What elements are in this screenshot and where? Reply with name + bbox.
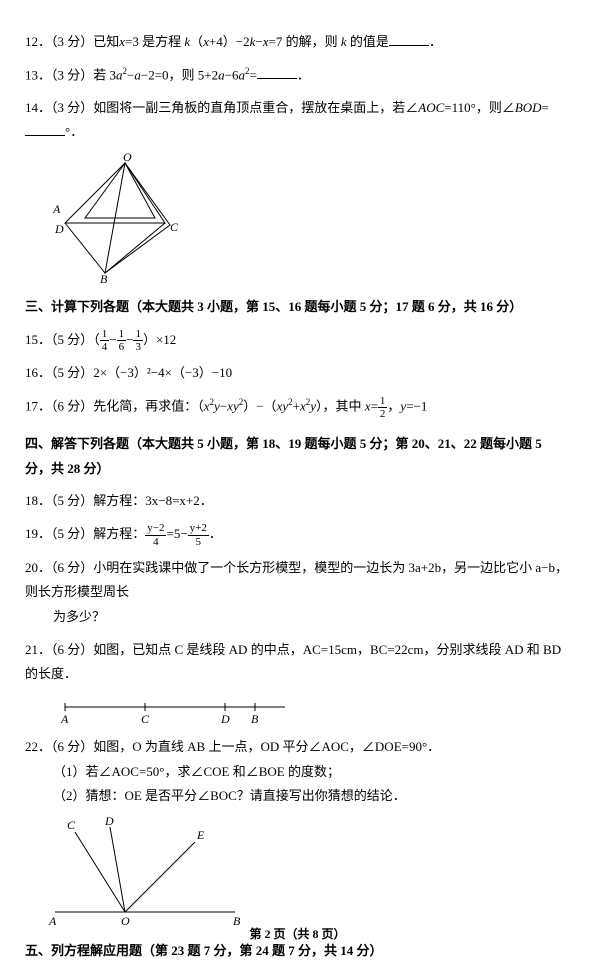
section-3-header: 三、计算下列各题（本大题共 3 小题，第 15、16 题每小题 5 分；17 题… [25,295,570,320]
question-19: 19．（5 分）解方程：y−24=5−y+25． [25,522,570,548]
q12-prefix: 12．（3 分）已知 [25,34,119,49]
question-16: 16．（5 分）2×（−3）²−4×（−3）−10 [25,361,570,386]
question-13: 13．（3 分）若 3a2−a−2=0，则 5+2a−6a2=． [25,63,570,88]
svg-text:C: C [141,712,150,726]
page-footer: 第 2 页（共 8 页） [25,923,570,946]
svg-text:B: B [251,712,259,726]
svg-text:C: C [170,220,179,234]
question-15: 15．（5 分）（14−16−13）×12 [25,328,570,354]
svg-text:E: E [196,828,205,842]
question-20: 20．（6 分）小明在实践课中做了一个长方形模型，模型的一边长为 3a+2b，另… [25,556,570,630]
angle-figure: A O B C D E [45,817,245,927]
question-18: 18．（5 分）解方程：3x−8=x+2． [25,489,570,514]
svg-text:B: B [100,272,108,283]
blank [257,65,297,79]
question-12: 12．（3 分）已知x=3 是方程 k（x+4）−2k−x=7 的解，则 k 的… [25,30,570,55]
section-4-header: 四、解答下列各题（本大题共 5 小题，第 18、19 题每小题 5 分；第 20… [25,432,570,481]
question-22: 22．（6 分）如图，O 为直线 AB 上一点，OD 平分∠AOC，∠DOE=9… [25,735,570,809]
line-figure: A C D B [45,695,305,729]
svg-text:A: A [52,202,61,216]
triangle-figure: O A D C B [45,153,205,283]
svg-text:D: D [104,817,114,828]
svg-text:O: O [123,153,132,164]
blank [25,122,65,136]
question-17: 17．（6 分）先化简，再求值：（x2y−xy2）−（xy2+x2y），其中 x… [25,394,570,420]
svg-text:D: D [220,712,230,726]
svg-text:A: A [60,712,69,726]
question-21: 21．（6 分）如图，已知点 C 是线段 AD 的中点，AC=15cm，BC=2… [25,638,570,687]
svg-text:C: C [67,818,76,832]
question-14: 14．（3 分）如图将一副三角板的直角顶点重合，摆放在桌面上，若∠AOC=110… [25,96,570,145]
svg-text:D: D [54,222,64,236]
blank [389,32,429,46]
